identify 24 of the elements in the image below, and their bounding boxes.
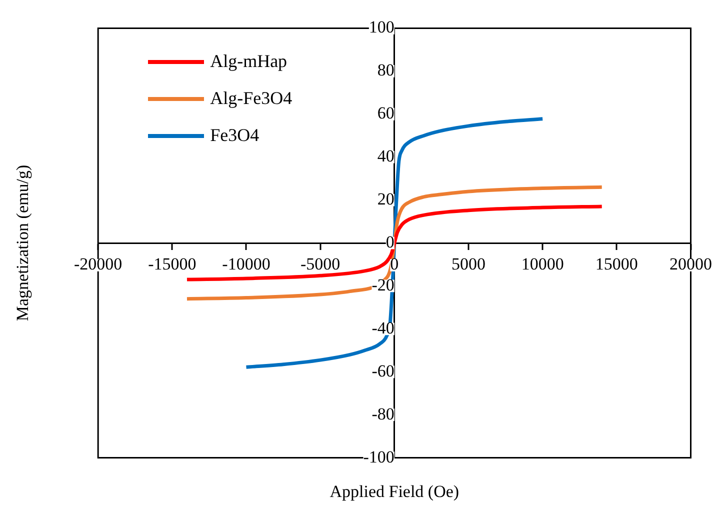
- x-tick-label: 5000: [452, 254, 486, 274]
- y-tick-label: -80: [372, 404, 394, 424]
- legend-label: Alg-Fe3O4: [210, 87, 292, 110]
- x-tick-label: 15000: [595, 254, 638, 274]
- y-tick-label: -100: [363, 447, 394, 466]
- y-tick-label: -60: [372, 361, 394, 380]
- y-tick-label: 60: [377, 104, 394, 123]
- x-tick-label: 10000: [521, 254, 564, 274]
- x-tick-label: 20000: [670, 254, 712, 274]
- y-tick-label: -40: [372, 318, 394, 338]
- x-tick-label: -5000: [300, 254, 340, 274]
- x-tick-label: -20000: [74, 254, 122, 274]
- y-axis-title: Magnetization (emu/g): [13, 164, 33, 322]
- y-tick-label: 0: [386, 232, 394, 252]
- y-tick-label: 20: [377, 190, 394, 209]
- legend-label: Alg-mHap: [210, 50, 288, 74]
- x-axis-title: Applied Field (Oe): [328, 482, 460, 502]
- y-tick-label: -20: [372, 275, 394, 294]
- x-tick-label: -10000: [222, 254, 270, 274]
- y-tick-label: 80: [377, 60, 394, 80]
- legend-label: Fe3O4: [210, 124, 260, 148]
- x-tick-label: -15000: [148, 254, 196, 274]
- y-tick-label: 40: [377, 146, 394, 166]
- y-tick-label: 100: [368, 18, 394, 37]
